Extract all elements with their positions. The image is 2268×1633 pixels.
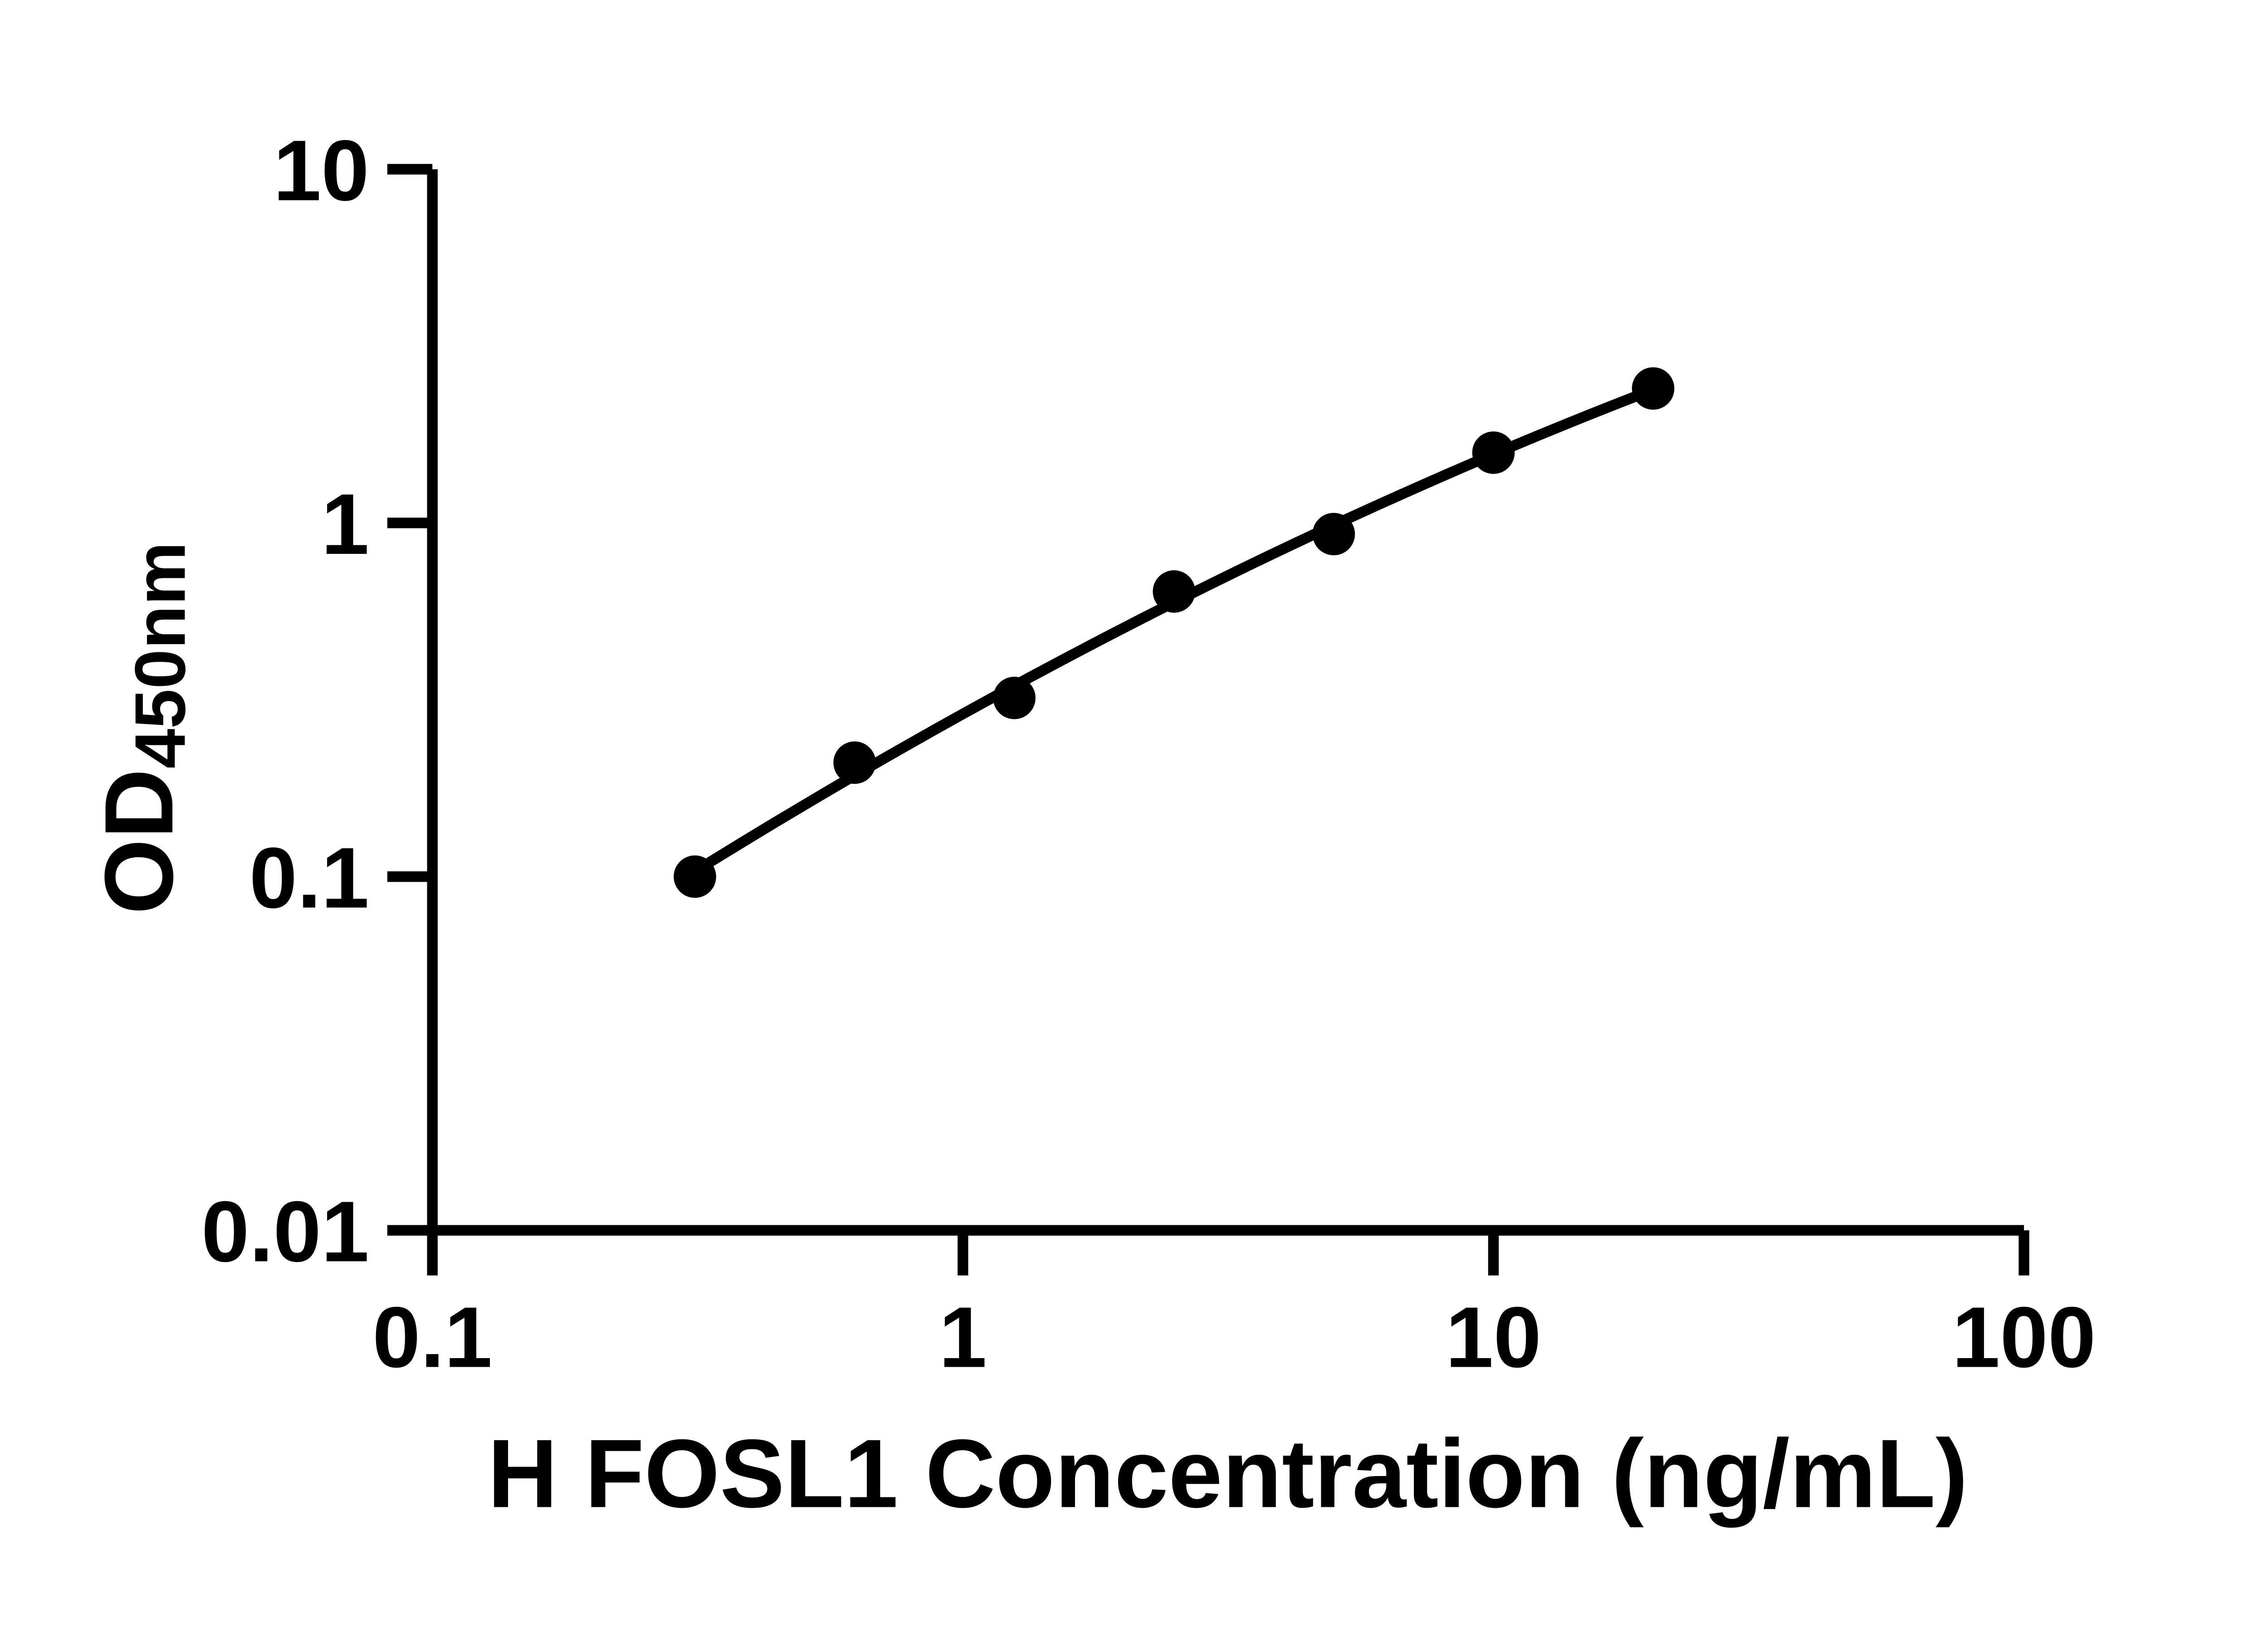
data-point xyxy=(1312,513,1355,556)
y-axis-title-main: OD xyxy=(85,768,193,914)
y-tick-label: 10 xyxy=(273,122,369,219)
x-tick-label: 0.1 xyxy=(372,1289,492,1385)
y-tick-label: 1 xyxy=(321,476,369,572)
x-tick-label: 100 xyxy=(1952,1289,2096,1385)
data-point xyxy=(1632,367,1675,410)
data-point xyxy=(993,676,1036,719)
data-point xyxy=(1153,570,1196,613)
y-axis-title: OD450nm xyxy=(85,542,200,914)
data-point xyxy=(674,855,716,898)
y-axis-title-subscript: 450nm xyxy=(120,542,200,768)
x-axis-title: H FOSL1 Concentration (ng/mL) xyxy=(488,1419,1968,1528)
data-point xyxy=(1472,431,1515,474)
plot-background xyxy=(0,20,2268,1613)
y-tick-label: 0.01 xyxy=(201,1184,369,1280)
x-tick-label: 10 xyxy=(1446,1289,1541,1385)
y-tick-label: 0.1 xyxy=(249,830,369,926)
x-tick-label: 1 xyxy=(939,1289,987,1385)
data-point xyxy=(833,741,876,784)
